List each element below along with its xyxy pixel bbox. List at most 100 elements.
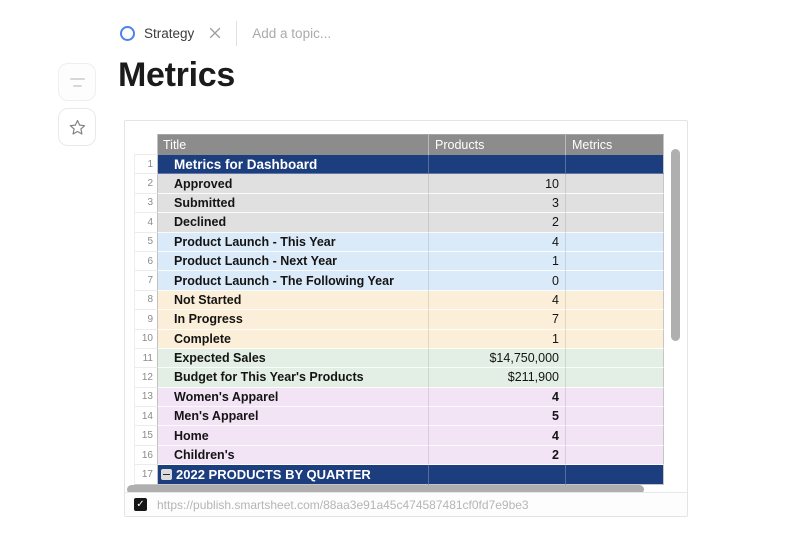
metrics-cell <box>566 426 664 446</box>
table-row: 9 In Progress 7 <box>134 310 664 330</box>
embed-url-bar: ✓ https://publish.smartsheet.com/88aa3e9… <box>125 492 687 516</box>
row-number-cell: 10 <box>134 329 158 349</box>
table-row: 4 Declined 2 <box>134 213 664 233</box>
products-cell: 4 <box>429 426 566 446</box>
metrics-cell <box>566 174 664 194</box>
vertical-scrollbar-thumb[interactable] <box>671 149 680 341</box>
row-number-cell: 8 <box>134 290 158 311</box>
add-topic-input[interactable]: Add a topic... <box>252 25 332 41</box>
title-cell: Metrics for Dashboard <box>158 155 429 175</box>
row-number-cell: 15 <box>134 426 158 446</box>
lines-icon <box>69 77 85 87</box>
products-cell <box>429 155 566 175</box>
metrics-cell <box>566 310 664 330</box>
vertical-scrollbar[interactable] <box>671 149 681 479</box>
collapse-row-icon[interactable] <box>161 468 172 480</box>
title-cell: 2022 PRODUCTS BY QUARTER <box>158 465 429 485</box>
metrics-cell <box>566 251 664 272</box>
title-text: Product Launch - The Following Year <box>174 273 394 288</box>
title-cell: Expected Sales <box>158 348 429 369</box>
title-text: Product Launch - Next Year <box>174 254 338 269</box>
metrics-cell <box>566 213 664 233</box>
title-cell: Children's <box>158 445 429 466</box>
header-corner-cell <box>134 134 158 155</box>
title-text: Metrics for Dashboard <box>174 156 318 172</box>
table-row: 1 Metrics for Dashboard <box>134 155 664 175</box>
table-row: 2 Approved 10 <box>134 174 664 194</box>
products-cell: 4 <box>429 290 566 311</box>
smartsheet-embed: Title Products Metrics 1 Metrics for Dash… <box>124 120 688 517</box>
horizontal-scrollbar[interactable] <box>127 485 663 495</box>
products-cell: 2 <box>429 445 566 466</box>
publish-checkbox[interactable]: ✓ <box>134 498 147 511</box>
products-cell: 0 <box>429 271 566 291</box>
column-header-title: Title <box>158 134 429 155</box>
title-text: Declined <box>174 215 227 230</box>
title-cell: In Progress <box>158 310 429 330</box>
title-text: Budget for This Year's Products <box>174 370 364 385</box>
title-text: Approved <box>174 176 233 191</box>
topic-tag-strategy[interactable]: Strategy <box>120 25 195 41</box>
products-cell: 1 <box>429 251 566 272</box>
title-text: 2022 PRODUCTS BY QUARTER <box>176 466 371 482</box>
title-text: Product Launch - This Year <box>174 234 336 249</box>
products-cell: 4 <box>429 232 566 252</box>
topic-divider <box>236 20 238 46</box>
sheet-table: Title Products Metrics 1 Metrics for Dash… <box>134 134 664 485</box>
title-cell: Not Started <box>158 290 429 311</box>
table-row: 3 Submitted 3 <box>134 193 664 214</box>
products-cell: 1 <box>429 329 566 349</box>
outline-button[interactable] <box>58 63 96 101</box>
side-actions <box>58 63 96 146</box>
row-number-cell: 11 <box>134 348 158 369</box>
metrics-cell <box>566 368 664 388</box>
metrics-cell <box>566 465 664 485</box>
row-number-cell: 12 <box>134 368 158 388</box>
embed-url[interactable]: https://publish.smartsheet.com/88aa3e91a… <box>157 497 529 512</box>
title-text: Complete <box>174 331 231 346</box>
page-title: Metrics <box>118 56 235 94</box>
row-number-cell: 17 <box>134 465 158 485</box>
table-row: 8 Not Started 4 <box>134 290 664 311</box>
remove-topic-icon[interactable] <box>209 27 221 39</box>
title-text: Expected Sales <box>174 351 266 366</box>
title-text: Men's Apparel <box>174 409 259 424</box>
products-cell: 3 <box>429 193 566 214</box>
row-number-cell: 3 <box>134 193 158 214</box>
products-cell: 7 <box>429 310 566 330</box>
table-row: 13 Women's Apparel 4 <box>134 387 664 408</box>
table-row: 6 Product Launch - Next Year 1 <box>134 251 664 272</box>
column-header-metrics: Metrics <box>566 134 664 155</box>
title-text: Home <box>174 428 209 443</box>
metrics-cell <box>566 271 664 291</box>
title-text: In Progress <box>174 312 243 327</box>
row-number-cell: 13 <box>134 387 158 408</box>
metrics-cell <box>566 290 664 311</box>
metrics-cell <box>566 232 664 252</box>
row-number-cell: 2 <box>134 174 158 194</box>
row-number-cell: 4 <box>134 213 158 233</box>
products-cell: 5 <box>429 407 566 427</box>
metrics-cell <box>566 387 664 408</box>
table-row: 14 Men's Apparel 5 <box>134 407 664 427</box>
title-cell: Budget for This Year's Products <box>158 368 429 388</box>
row-number-cell: 16 <box>134 445 158 466</box>
topic-circle-icon <box>120 25 135 41</box>
metrics-cell <box>566 193 664 214</box>
row-number-cell: 1 <box>134 155 158 175</box>
table-row: 17 2022 PRODUCTS BY QUARTER <box>134 465 664 485</box>
row-number-cell: 5 <box>134 232 158 252</box>
table-row: 5 Product Launch - This Year 4 <box>134 232 664 252</box>
title-cell: Complete <box>158 329 429 349</box>
table-row: 16 Children's 2 <box>134 445 664 466</box>
metrics-cell <box>566 348 664 369</box>
products-cell: 4 <box>429 387 566 408</box>
topic-tag-label: Strategy <box>144 25 195 41</box>
horizontal-scrollbar-thumb[interactable] <box>127 485 644 494</box>
products-cell: 2 <box>429 213 566 233</box>
title-text: Women's Apparel <box>174 389 279 404</box>
title-cell: Declined <box>158 213 429 233</box>
row-number-cell: 9 <box>134 310 158 330</box>
favorite-button[interactable] <box>58 108 96 146</box>
title-cell: Submitted <box>158 193 429 214</box>
